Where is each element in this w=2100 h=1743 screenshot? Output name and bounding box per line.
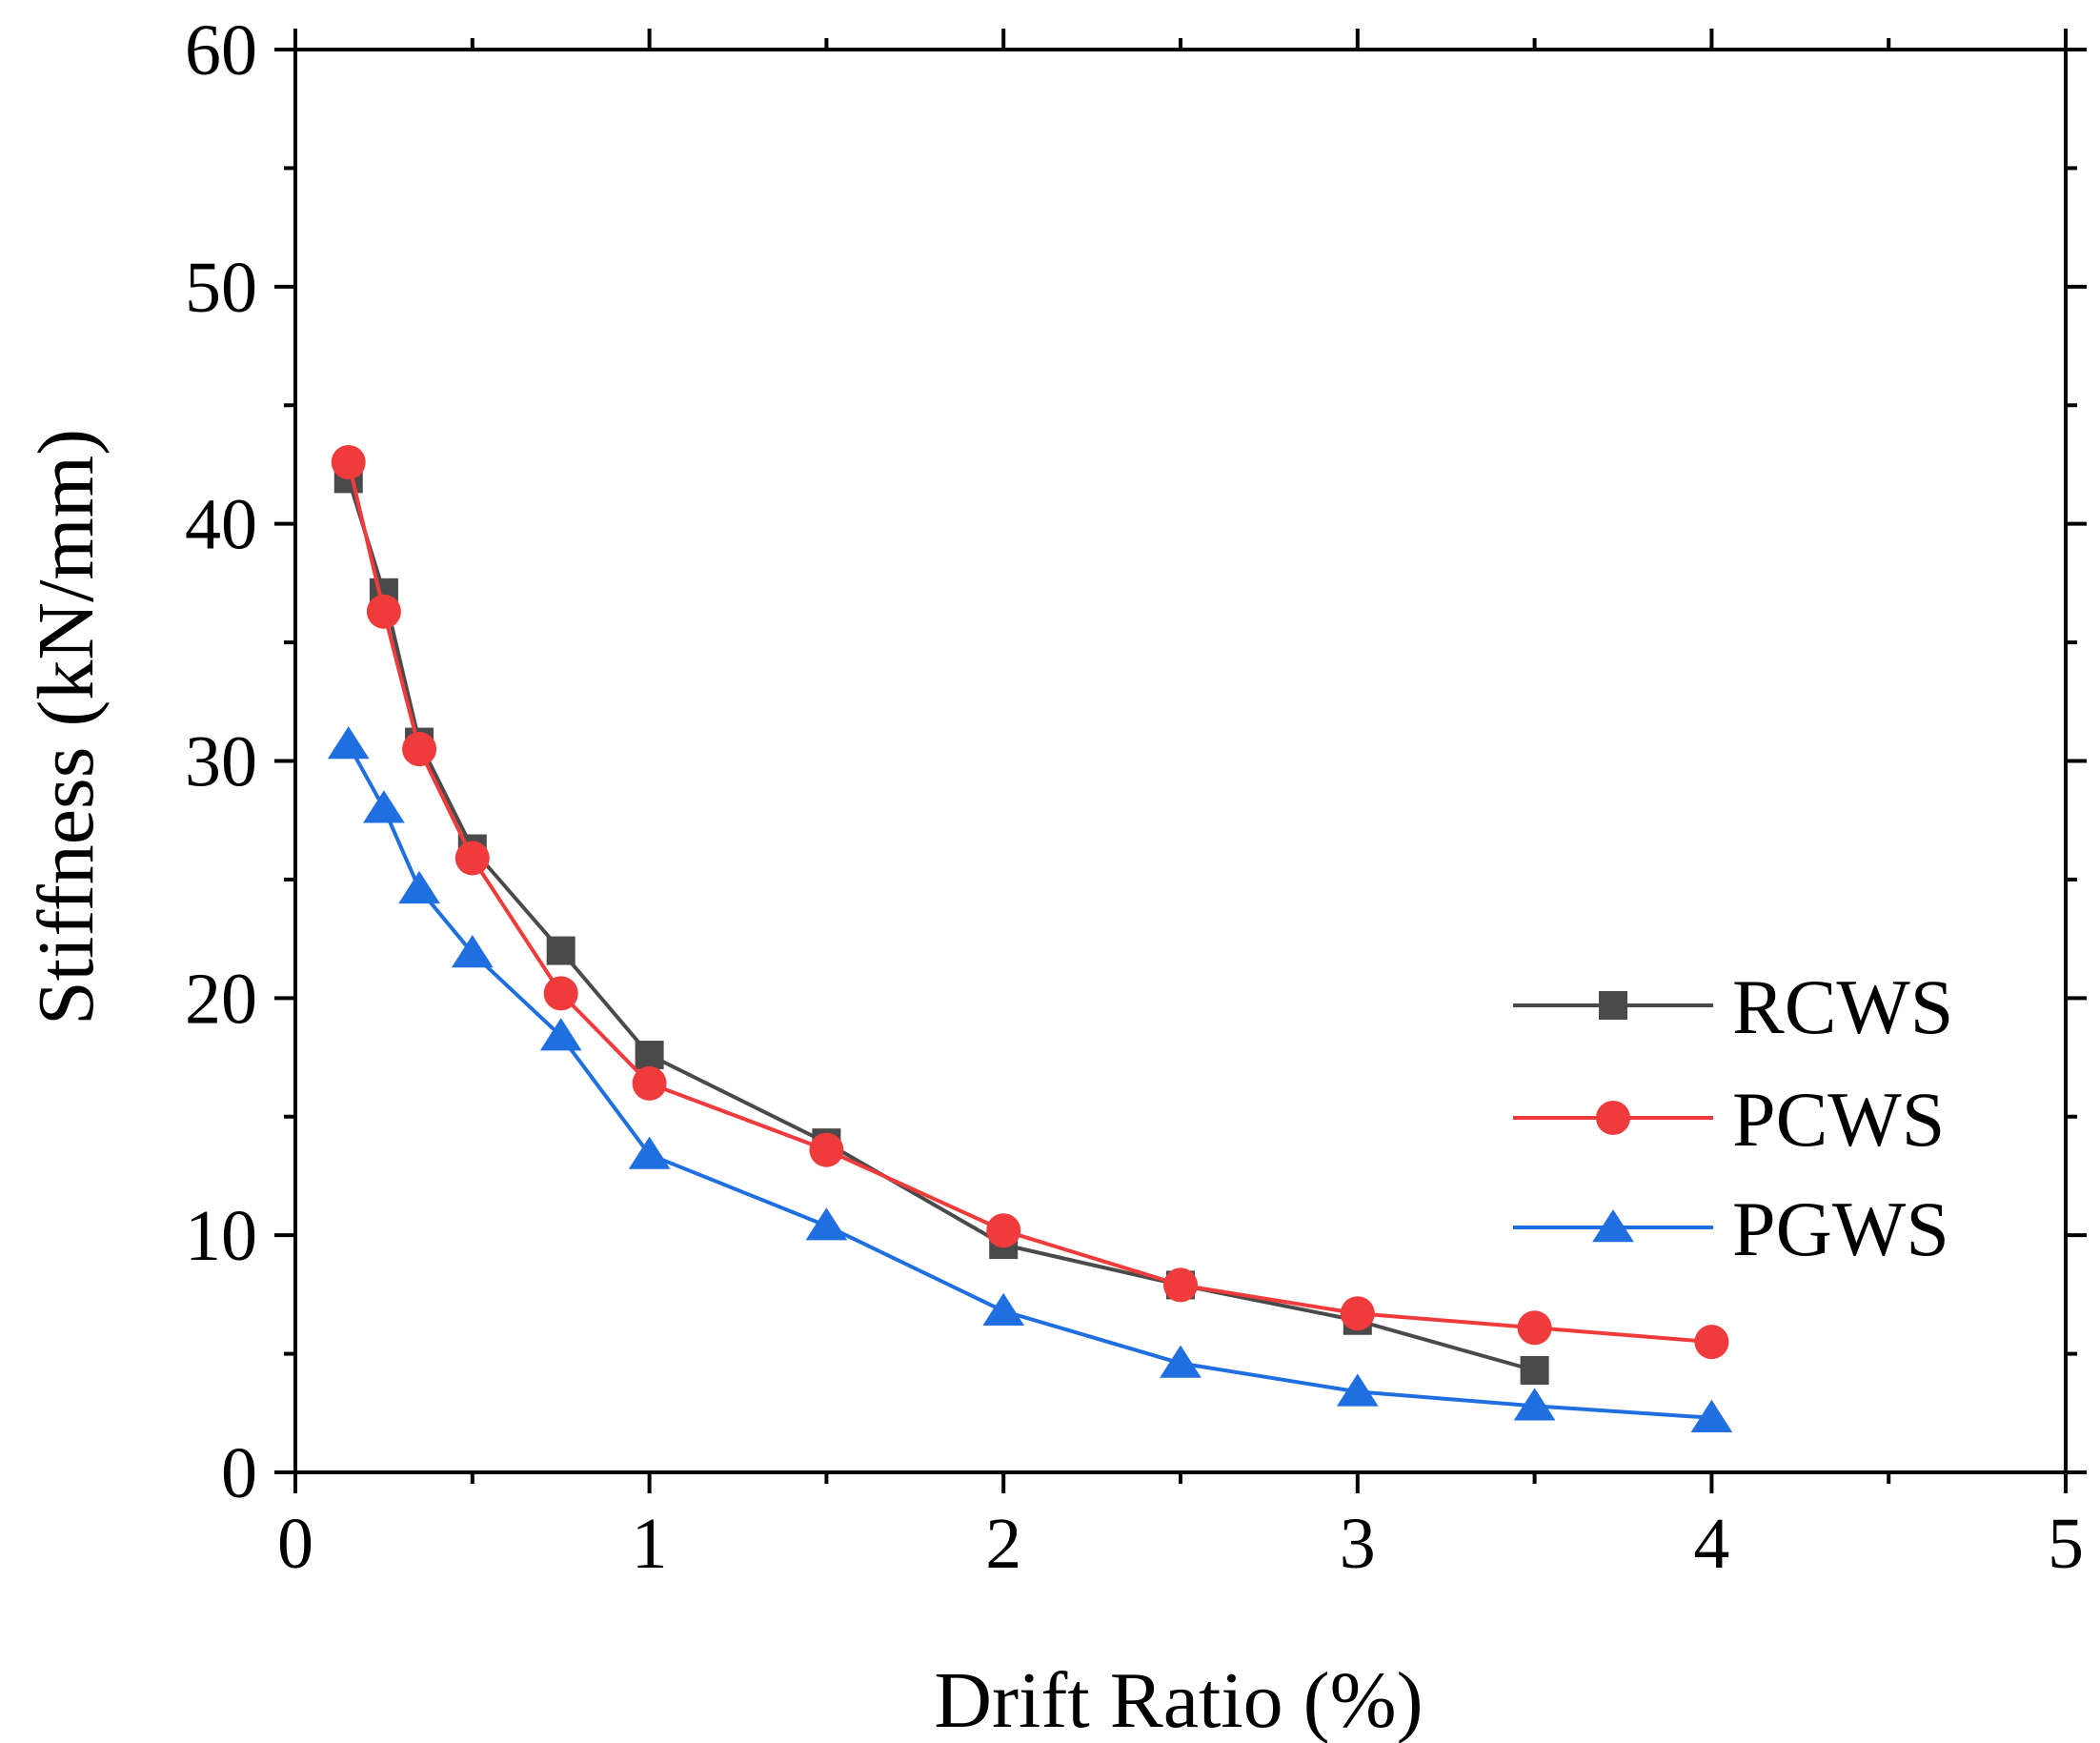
series-line-rcws bbox=[346, 477, 1536, 1372]
series-pcws bbox=[331, 444, 1729, 1360]
data-point-pcws bbox=[809, 1132, 844, 1167]
data-point-rcws bbox=[1520, 1356, 1549, 1386]
legend-marker bbox=[1596, 1101, 1630, 1135]
plot-frame bbox=[293, 48, 2068, 1474]
data-point-pcws bbox=[1163, 1267, 1198, 1303]
data-point-rcws bbox=[546, 936, 575, 965]
legend-label: PGWS bbox=[1732, 1186, 1949, 1272]
legend-label: PCWS bbox=[1732, 1076, 1945, 1163]
x-axis-title: Drift Ratio (%) bbox=[934, 1656, 1423, 1743]
y-tick-label: 40 bbox=[185, 485, 257, 565]
legend-item-pcws: PCWS bbox=[1513, 1076, 1945, 1163]
legend-item-rcws: RCWS bbox=[1513, 963, 1953, 1050]
y-tick-label: 10 bbox=[185, 1196, 257, 1276]
data-point-pcws bbox=[454, 841, 490, 876]
y-tick-label: 0 bbox=[221, 1433, 257, 1513]
x-tick-label: 0 bbox=[277, 1504, 313, 1584]
x-tick-label: 3 bbox=[1340, 1504, 1376, 1584]
series-pgws bbox=[327, 726, 1733, 1432]
legend-item-pgws: PGWS bbox=[1513, 1186, 1949, 1272]
data-point-pcws bbox=[1340, 1296, 1375, 1331]
x-tick-label: 5 bbox=[2048, 1504, 2084, 1584]
data-point-pgws bbox=[805, 1207, 848, 1241]
data-point-pcws bbox=[543, 976, 578, 1011]
data-point-pgws bbox=[1690, 1399, 1733, 1432]
data-point-pgws bbox=[1513, 1388, 1556, 1421]
x-tick-label: 4 bbox=[1693, 1504, 1729, 1584]
series-line-pgws bbox=[346, 743, 1712, 1420]
data-point-pgws bbox=[1160, 1345, 1201, 1378]
series-line-pcws bbox=[346, 461, 1712, 1345]
data-point-pgws bbox=[982, 1292, 1025, 1326]
legend: RCWS PCWS PGWS bbox=[1513, 963, 1953, 1272]
legend-marker bbox=[1592, 1209, 1634, 1243]
y-tick-label: 20 bbox=[185, 959, 257, 1039]
data-point-rcws bbox=[635, 1041, 664, 1070]
data-point-pcws bbox=[402, 732, 437, 767]
data-point-pcws bbox=[366, 594, 401, 629]
data-point-pcws bbox=[1694, 1325, 1729, 1360]
y-axis-title: Stiffness (kN/mm) bbox=[22, 429, 111, 1025]
data-point-pgws bbox=[1336, 1373, 1379, 1407]
data-point-pcws bbox=[331, 444, 366, 479]
x-tick-label: 1 bbox=[632, 1504, 668, 1584]
data-point-pgws bbox=[363, 790, 405, 823]
data-point-pgws bbox=[451, 935, 494, 968]
data-point-pgws bbox=[628, 1136, 671, 1169]
legend-marker bbox=[1599, 991, 1627, 1020]
y-tick-label: 50 bbox=[185, 248, 257, 328]
data-point-pcws bbox=[986, 1213, 1021, 1248]
x-tick-label: 2 bbox=[985, 1504, 1021, 1584]
legend-label: RCWS bbox=[1732, 963, 1953, 1050]
data-point-pcws bbox=[632, 1065, 667, 1101]
y-tick-label: 60 bbox=[185, 10, 257, 91]
data-point-pgws bbox=[398, 870, 440, 904]
y-tick-label: 30 bbox=[185, 722, 257, 802]
data-point-pgws bbox=[327, 726, 370, 760]
data-point-pgws bbox=[539, 1018, 582, 1051]
data-point-pcws bbox=[1517, 1310, 1552, 1346]
plot-series bbox=[327, 444, 1733, 1432]
